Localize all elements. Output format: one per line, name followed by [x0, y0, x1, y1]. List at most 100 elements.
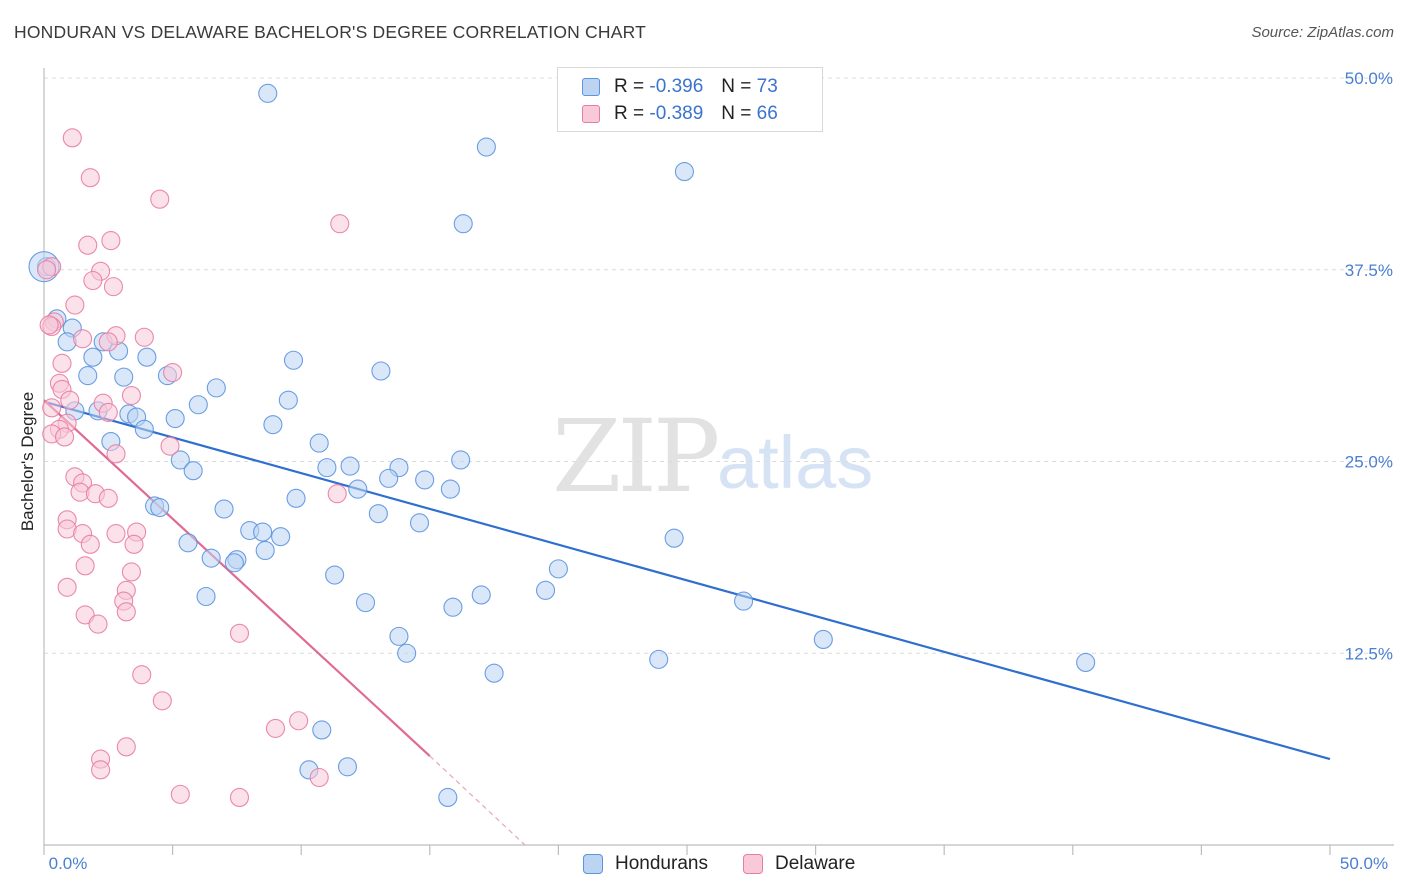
point-hondurans: [368, 504, 388, 524]
point-hondurans: [183, 461, 203, 481]
point-delaware: [98, 488, 118, 508]
point-hondurans: [476, 137, 496, 157]
point-delaware: [73, 329, 93, 349]
trend-line-delaware: [43, 399, 431, 757]
point-delaware: [80, 534, 100, 554]
point-delaware: [75, 605, 95, 625]
axes: [43, 68, 1394, 855]
point-delaware: [42, 398, 62, 418]
point-delaware: [55, 427, 75, 447]
point-hondurans: [337, 757, 358, 777]
data-points: [28, 83, 1096, 807]
point-delaware: [78, 235, 98, 255]
point-hondurans: [484, 663, 504, 683]
point-hondurans: [188, 395, 208, 415]
point-hondurans: [548, 559, 568, 579]
x-tick-label: 0.0%: [49, 854, 88, 873]
y-tick-label: 25.0%: [1345, 453, 1393, 472]
stats-legend: R = -0.396 N = 73 R = -0.389 N = 66: [557, 67, 823, 132]
point-hondurans: [397, 643, 417, 663]
legend-n-value: 73: [756, 76, 778, 97]
point-hondurans: [271, 527, 291, 547]
y-tick-label: 12.5%: [1345, 644, 1393, 663]
legend-swatch-delaware: [582, 105, 600, 123]
point-delaware: [98, 402, 118, 422]
point-delaware: [75, 556, 95, 576]
point-hondurans: [214, 499, 234, 519]
point-hondurans: [114, 367, 134, 387]
point-delaware: [289, 711, 309, 731]
bottom-legend-label-delaware: Delaware: [775, 853, 856, 874]
point-hondurans: [253, 522, 273, 542]
point-delaware: [265, 718, 286, 738]
point-hondurans: [409, 513, 430, 533]
point-hondurans: [206, 378, 226, 398]
point-hondurans: [83, 347, 103, 367]
point-hondurans: [451, 450, 471, 470]
point-hondurans: [165, 408, 185, 429]
point-delaware: [121, 385, 141, 406]
point-delaware: [150, 189, 170, 209]
point-hondurans: [224, 553, 244, 573]
bottom-legend-delaware: Delaware: [743, 851, 855, 877]
point-hondurans: [438, 787, 458, 807]
point-delaware: [163, 362, 183, 383]
point-delaware: [116, 602, 136, 622]
point-hondurans: [312, 720, 332, 740]
point-hondurans: [137, 347, 157, 367]
point-delaware: [116, 737, 136, 757]
point-hondurans: [415, 470, 435, 490]
point-delaware: [229, 787, 250, 807]
point-delaware: [132, 665, 152, 685]
legend-r-label: R =: [614, 76, 645, 97]
watermark-atlas: atlas: [717, 421, 874, 504]
point-delaware: [52, 353, 72, 373]
point-hondurans: [309, 433, 329, 453]
point-hondurans: [78, 366, 98, 386]
point-hondurans: [263, 415, 283, 435]
bottom-legend-swatch-hondurans: [583, 854, 603, 874]
point-delaware: [80, 168, 100, 188]
point-delaware: [65, 295, 85, 315]
bottom-legend-hondurans: Hondurans: [583, 851, 708, 877]
point-hondurans: [535, 580, 556, 600]
gridlines: [44, 77, 1394, 654]
point-hondurans: [286, 488, 306, 508]
point-delaware: [98, 332, 118, 352]
point-delaware: [103, 277, 123, 297]
point-delaware: [309, 767, 329, 788]
point-delaware: [60, 390, 80, 410]
point-hondurans: [201, 548, 221, 568]
point-delaware: [91, 760, 111, 780]
point-hondurans: [443, 597, 463, 617]
point-delaware: [37, 260, 57, 280]
point-delaware: [39, 315, 59, 335]
point-delaware: [330, 214, 350, 234]
point-delaware: [106, 524, 126, 544]
point-hondurans: [389, 626, 409, 646]
point-hondurans: [453, 214, 473, 234]
point-hondurans: [674, 162, 694, 182]
point-hondurans: [283, 350, 304, 370]
point-hondurans: [664, 528, 684, 548]
legend-row-delaware: R = -0.389 N = 66: [582, 101, 778, 127]
chart-title: HONDURAN VS DELAWARE BACHELOR'S DEGREE C…: [14, 22, 647, 42]
point-hondurans: [471, 585, 491, 605]
point-hondurans: [57, 332, 77, 352]
point-hondurans: [196, 586, 216, 607]
bottom-legend-swatch-delaware: [743, 854, 763, 874]
point-hondurans: [178, 533, 198, 553]
point-hondurans: [649, 649, 669, 669]
point-delaware: [170, 784, 190, 804]
point-delaware: [106, 444, 126, 464]
x-tick-label: 50.0%: [1340, 854, 1388, 873]
point-hondurans: [134, 419, 154, 439]
point-delaware: [101, 231, 121, 251]
axis-labels: 12.5% 25.0% 37.5% 50.0% 0.0% 50.0% Bachelor's …: [18, 69, 1393, 873]
legend-swatch-hondurans: [582, 78, 600, 96]
point-hondurans: [170, 450, 190, 470]
point-delaware: [62, 128, 82, 148]
legend-r-label: R =: [614, 103, 645, 124]
point-delaware: [327, 484, 347, 504]
point-hondurans: [340, 456, 360, 476]
